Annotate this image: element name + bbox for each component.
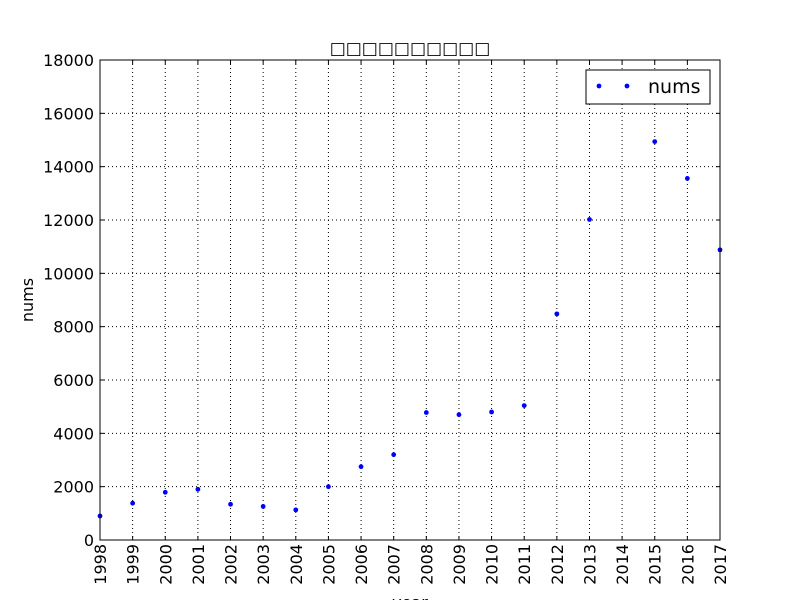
axis-ticks <box>99 59 721 541</box>
x-tick-label: 1998 <box>91 544 110 585</box>
y-axis-label: nums <box>18 278 37 322</box>
x-tick-label: 2001 <box>189 544 208 585</box>
data-point <box>521 403 527 408</box>
y-tick-label: 14000 <box>43 158 94 177</box>
data-point <box>456 412 462 418</box>
x-tick-label: 2000 <box>156 544 175 585</box>
x-tick-label: 2009 <box>450 544 469 585</box>
y-tick-label: 8000 <box>53 318 94 337</box>
y-tick-labels: 0 2000 4000 6000 8000 10000 12000 14000 16000 180… <box>43 51 94 550</box>
y-tick-label: 10000 <box>43 264 94 283</box>
x-tick-label: 2011 <box>515 544 534 585</box>
x-tick-label: 2015 <box>646 544 665 585</box>
data-point <box>130 500 136 506</box>
data-points <box>97 139 723 519</box>
x-tick-label: 2014 <box>613 544 632 585</box>
data-point <box>652 139 658 145</box>
y-tick-label: 12000 <box>43 211 94 230</box>
data-point <box>391 452 397 458</box>
legend-marker <box>624 83 630 89</box>
data-point <box>195 486 201 492</box>
plot-frame <box>99 59 721 541</box>
data-point <box>326 484 331 490</box>
x-tick-label: 2017 <box>711 544 730 585</box>
data-point <box>423 410 429 415</box>
y-tick-label: 0 <box>84 531 94 550</box>
y-tick-label: 18000 <box>43 51 94 70</box>
x-tick-label: 2010 <box>483 544 502 585</box>
x-tick-label: 2002 <box>222 544 241 585</box>
data-point <box>554 311 560 317</box>
x-tick-label: 2005 <box>319 544 338 585</box>
data-point <box>489 409 494 415</box>
legend-box <box>585 69 711 105</box>
x-tick-labels: 1998 1999 2000 2001 2002 2003 2004 2005 2006 2007… <box>91 544 730 585</box>
x-tick-label: 2012 <box>548 544 567 585</box>
y-tick-label: 4000 <box>53 424 94 443</box>
x-tick-label: 2007 <box>385 544 404 585</box>
grid <box>99 59 721 541</box>
data-point <box>162 489 168 495</box>
data-point <box>684 176 690 181</box>
x-tick-label: 2008 <box>417 544 436 585</box>
chart-title: □□□□□□□□□□ <box>330 39 491 59</box>
x-axis-label: year <box>392 593 428 600</box>
x-tick-label: 2016 <box>678 544 697 585</box>
data-point <box>228 501 233 507</box>
x-tick-label: 2004 <box>287 544 306 585</box>
y-tick-label: 16000 <box>43 104 94 123</box>
data-point <box>293 507 299 513</box>
data-point <box>358 464 364 470</box>
legend: nums <box>585 69 711 105</box>
legend-label-nums: nums <box>648 76 701 98</box>
y-tick-label: 6000 <box>53 371 94 390</box>
x-tick-label: 2006 <box>352 544 371 585</box>
x-tick-label: 2003 <box>254 544 273 585</box>
y-tick-label: 2000 <box>53 478 94 497</box>
x-tick-label: 1999 <box>124 544 143 585</box>
x-tick-label: 2013 <box>580 544 599 585</box>
data-point <box>260 504 266 509</box>
data-point <box>587 217 592 222</box>
legend-marker <box>596 83 602 89</box>
